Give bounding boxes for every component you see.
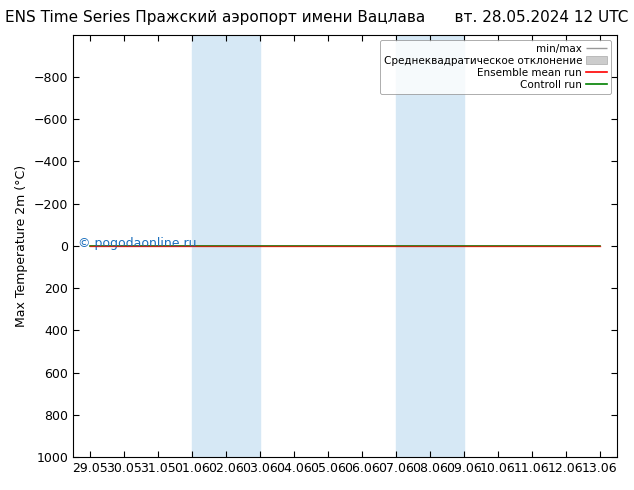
Text: ENS Time Series Пражский аэропорт имени Вацлава      вт. 28.05.2024 12 UTC: ENS Time Series Пражский аэропорт имени … <box>5 10 629 25</box>
Legend: min/max, Среднеквадратическое отклонение, Ensemble mean run, Controll run: min/max, Среднеквадратическое отклонение… <box>380 40 611 95</box>
Text: © pogodaonline.ru: © pogodaonline.ru <box>79 237 197 250</box>
Bar <box>396 35 463 457</box>
Y-axis label: Max Temperature 2m (°C): Max Temperature 2m (°C) <box>15 165 28 327</box>
Bar <box>192 35 260 457</box>
